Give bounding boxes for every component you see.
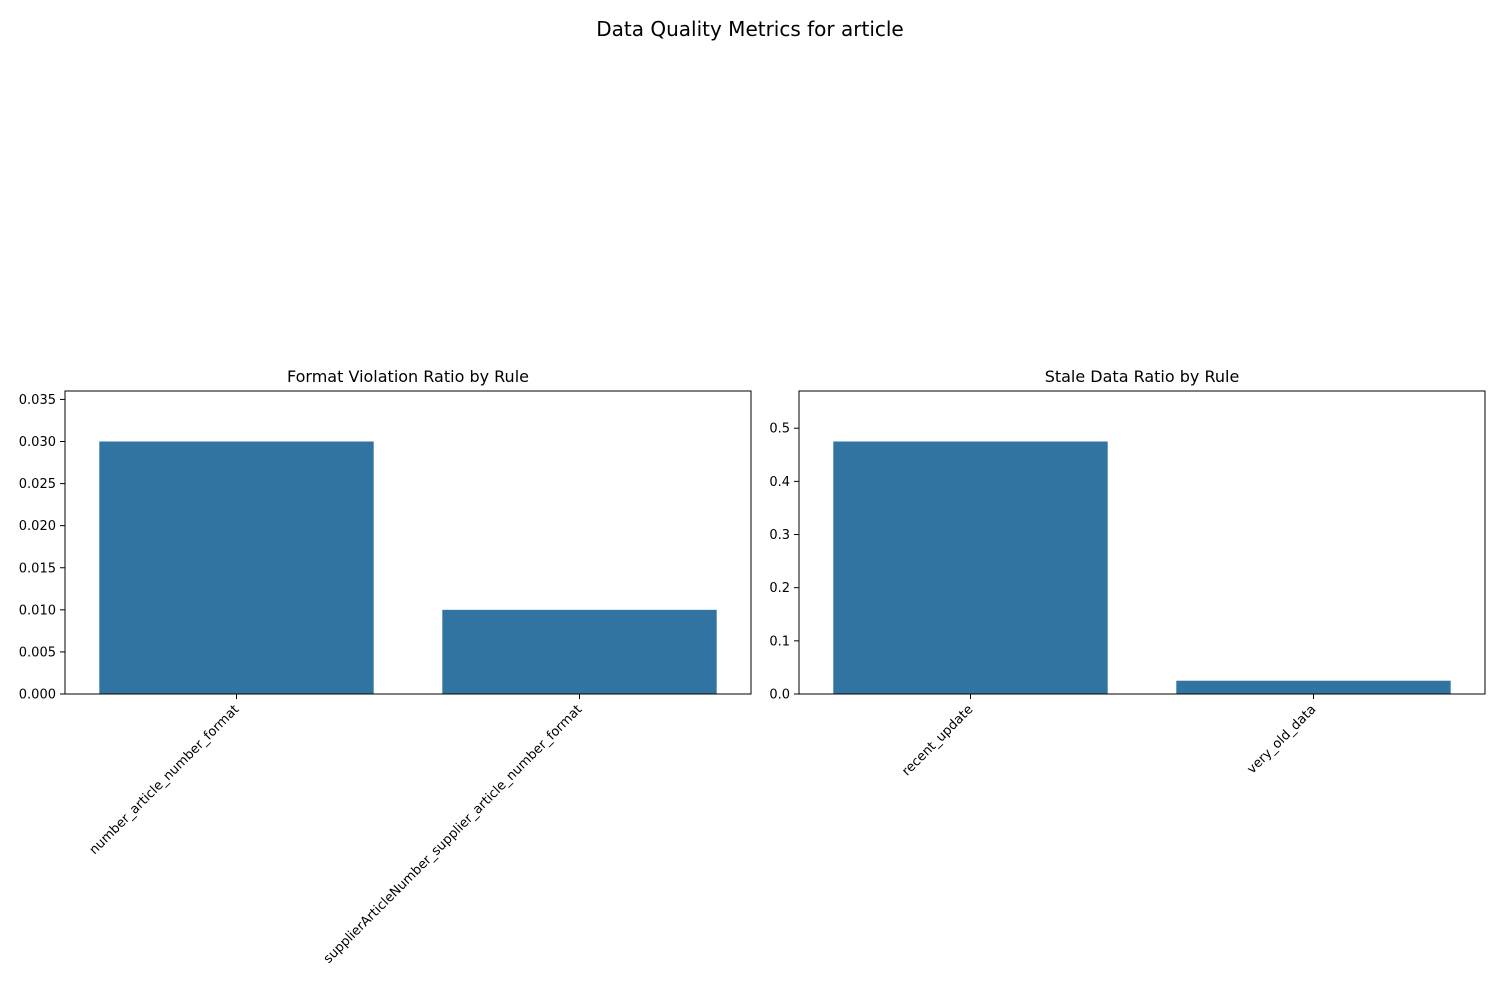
y-tick-label: 0.3 (769, 528, 790, 543)
y-tick-label: 0.025 (19, 477, 56, 492)
chart-title: Format Violation Ratio by Rule (287, 367, 529, 386)
x-tick-label: very_old_data (1244, 702, 1319, 777)
y-tick-label: 0.0 (769, 688, 790, 703)
chart-title: Stale Data Ratio by Rule (1045, 367, 1240, 386)
y-tick-label: 0.035 (19, 393, 56, 408)
bar-very_old_data (1176, 680, 1451, 694)
y-tick-label: 0.030 (19, 435, 56, 450)
axes-frame (64, 390, 752, 695)
x-tick-label: number_article_number_format (87, 702, 243, 858)
y-tick-label: 0.4 (769, 475, 790, 490)
figure-title: Data Quality Metrics for article (596, 17, 903, 41)
y-tick-label: 0.020 (19, 519, 56, 534)
y-tick-label: 0.1 (769, 634, 790, 649)
x-tick-label: recent_update (899, 702, 976, 779)
y-tick-label: 0.005 (19, 645, 56, 660)
bar-recent_update (833, 441, 1108, 694)
x-tick-label: supplierArticleNumber_supplier_article_n… (321, 702, 585, 966)
y-tick-label: 0.010 (19, 603, 56, 618)
y-tick-label: 0.2 (769, 581, 790, 596)
bar-supplierArticleNumber_supplier_article_number_format (442, 609, 717, 694)
format-violation-chart: Format Violation Ratio by Rule 0.000 0.005… (19, 367, 752, 967)
y-tick-label: 0.5 (769, 422, 790, 437)
stale-data-chart: Stale Data Ratio by Rule 0.0 0.1 0.2 0.3 0.4 0… (769, 367, 1486, 779)
y-tick-label: 0.015 (19, 561, 56, 576)
axes-frame (798, 390, 1486, 695)
y-tick-label: 0.000 (19, 688, 56, 703)
bar-number_article_number_format (99, 441, 374, 694)
